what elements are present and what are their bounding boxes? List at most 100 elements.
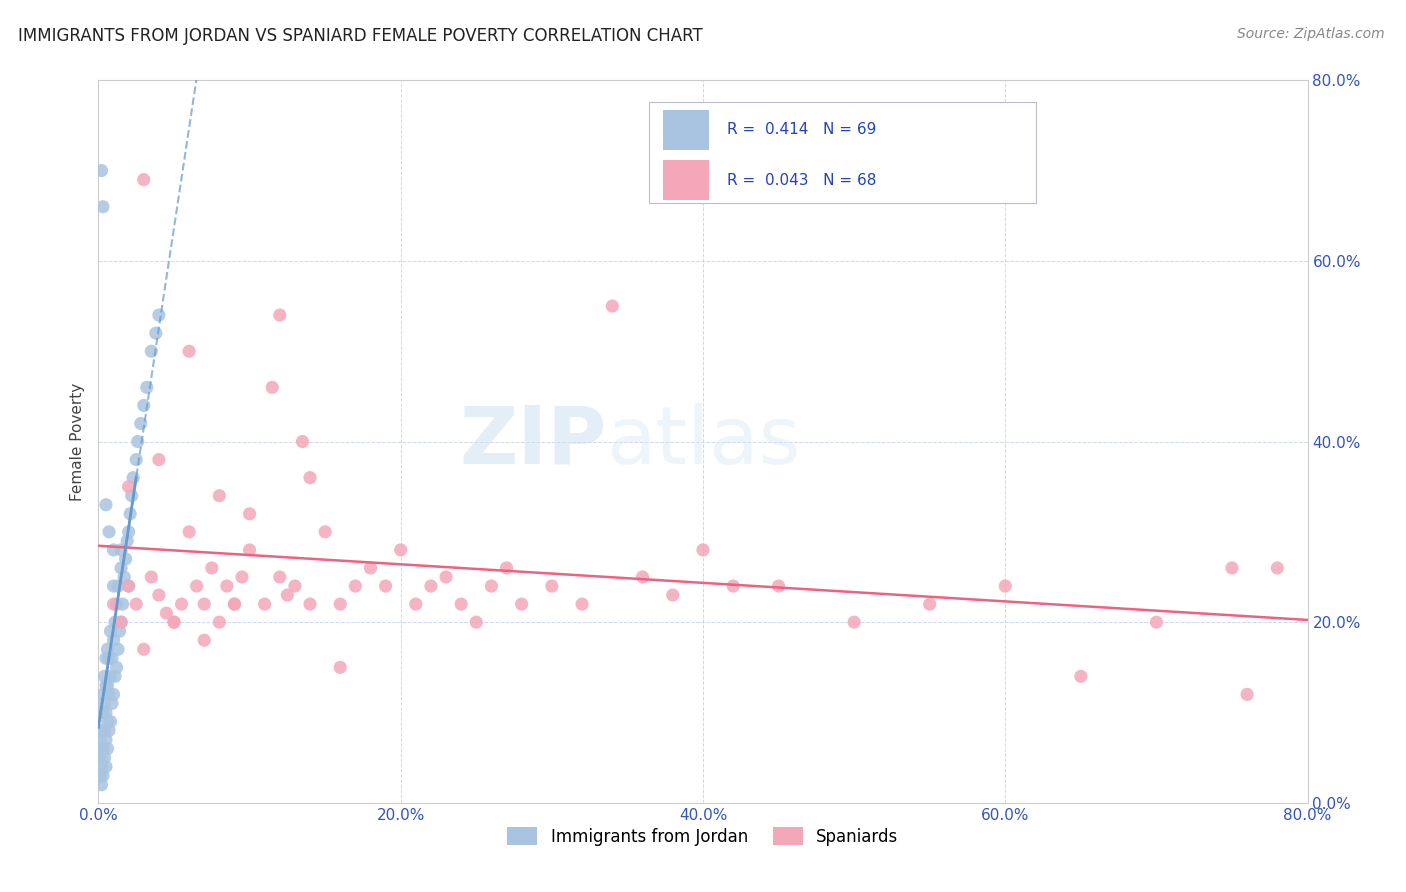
Point [723, 579, 745, 593]
Point [90, 778, 112, 792]
Point [661, 588, 683, 602]
Point [163, 615, 186, 630]
Point [129, 417, 152, 431]
Point [1236, 687, 1258, 701]
Point [91, 687, 114, 701]
Point [1144, 615, 1167, 630]
Point [96, 741, 118, 756]
Point [148, 308, 170, 322]
Point [104, 669, 127, 683]
Point [224, 597, 246, 611]
Point [132, 172, 155, 186]
Point [374, 579, 396, 593]
Point [495, 561, 517, 575]
Point [148, 588, 170, 602]
Point [103, 597, 125, 611]
Point [104, 615, 127, 630]
Point [284, 579, 307, 593]
Point [98, 524, 121, 539]
Point [170, 597, 193, 611]
Point [94, 498, 117, 512]
Text: IMMIGRANTS FROM JORDAN VS SPANIARD FEMALE POVERTY CORRELATION CHART: IMMIGRANTS FROM JORDAN VS SPANIARD FEMAL… [18, 27, 703, 45]
Point [101, 697, 124, 711]
Point [389, 542, 412, 557]
Point [100, 669, 122, 683]
Point [510, 597, 533, 611]
Point [540, 579, 562, 593]
Point [93, 697, 115, 711]
Point [125, 452, 148, 467]
Point [193, 597, 215, 611]
Point [224, 597, 246, 611]
Point [105, 660, 128, 674]
Point [918, 597, 941, 611]
Point [329, 660, 352, 674]
Point [93, 750, 115, 764]
Point [768, 579, 790, 593]
Point [132, 398, 155, 412]
Point [100, 624, 122, 639]
Point [94, 706, 117, 720]
Point [420, 579, 443, 593]
Point [132, 642, 155, 657]
Point [91, 723, 114, 738]
Point [163, 615, 186, 630]
Point [1220, 561, 1243, 575]
Point [94, 732, 117, 747]
Point [111, 597, 134, 611]
Point [231, 570, 253, 584]
Point [96, 714, 118, 729]
Point [299, 471, 322, 485]
Point [122, 471, 145, 485]
Text: Source: ZipAtlas.com: Source: ZipAtlas.com [1237, 27, 1385, 41]
Point [90, 760, 112, 774]
Point [110, 615, 132, 630]
Point [110, 615, 132, 630]
Point [98, 723, 121, 738]
Point [118, 480, 141, 494]
Point [314, 524, 336, 539]
Point [994, 579, 1017, 593]
Bar [664, 161, 709, 200]
Point [90, 163, 112, 178]
Point [103, 579, 125, 593]
Point [239, 507, 262, 521]
Point [114, 552, 136, 566]
Point [215, 579, 238, 593]
Point [360, 561, 382, 575]
Point [94, 678, 117, 692]
Point [141, 344, 163, 359]
Point [103, 633, 125, 648]
Point [96, 678, 118, 692]
Point [269, 308, 291, 322]
Y-axis label: Female Poverty: Female Poverty [70, 383, 86, 500]
Point [262, 380, 284, 394]
Point [465, 615, 488, 630]
Point [135, 380, 157, 394]
Point [121, 489, 143, 503]
Point [120, 507, 142, 521]
Point [291, 434, 314, 449]
Legend: Immigrants from Jordan, Spaniards: Immigrants from Jordan, Spaniards [501, 821, 905, 852]
Point [450, 597, 472, 611]
Point [107, 642, 129, 657]
Point [405, 597, 427, 611]
Point [344, 579, 367, 593]
Point [125, 597, 148, 611]
Point [602, 299, 624, 313]
Point [90, 706, 112, 720]
Point [844, 615, 866, 630]
Point [148, 452, 170, 467]
Point [94, 651, 117, 665]
Point [89, 769, 111, 783]
Point [571, 597, 593, 611]
Point [103, 687, 125, 701]
Point [155, 606, 177, 620]
Point [276, 588, 298, 602]
Point [208, 615, 231, 630]
Point [107, 579, 129, 593]
Text: R =  0.414   N = 69: R = 0.414 N = 69 [727, 122, 876, 137]
Text: R =  0.043   N = 68: R = 0.043 N = 68 [727, 173, 876, 188]
Point [127, 434, 149, 449]
Point [239, 542, 262, 557]
